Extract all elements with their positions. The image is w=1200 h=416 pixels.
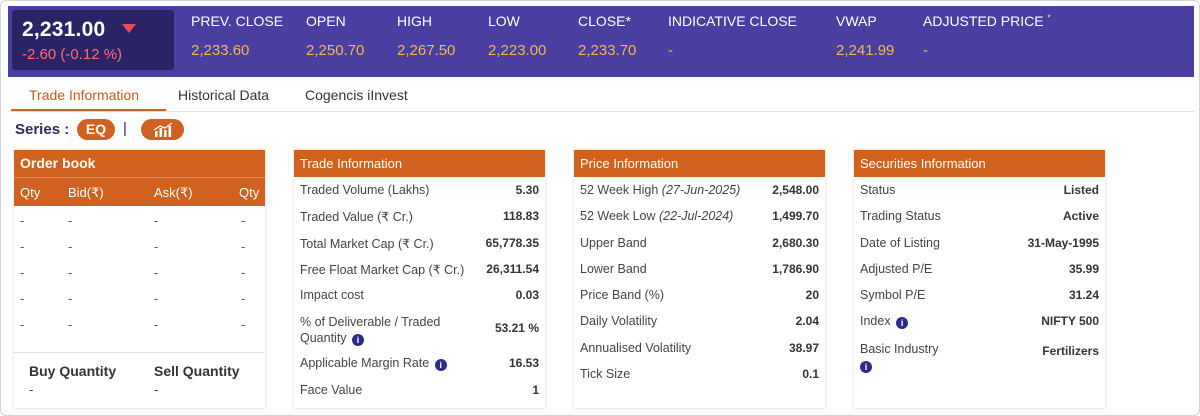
52-week-low-row: 52 Week Low (22-Jul-2024) 1,499.70	[580, 209, 819, 224]
price-band-row: Price Band (%) 20	[580, 288, 819, 303]
info-icon[interactable]: i	[352, 334, 365, 347]
upper-band-row: Upper Band 2,680.30	[580, 235, 819, 250]
order-book-row: ----	[20, 317, 246, 332]
stat-low: LOW 2,223.00	[488, 13, 547, 59]
stat-prev-close: PREV. CLOSE 2,233.60	[191, 13, 284, 59]
deliverable-quantity-label: % of Deliverable / Traded Quantity	[300, 315, 441, 346]
caret-down-icon	[122, 24, 136, 33]
traded-volume-row: Traded Volume (Lakhs) 5.30	[300, 183, 539, 197]
daily-volatility-row: Daily Volatility 2.04	[580, 314, 819, 329]
52-week-high-row: 52 Week High (27-Jun-2025) 2,548.00	[580, 183, 819, 197]
order-book-row: ----	[20, 239, 246, 254]
tab-historical-data[interactable]: Historical Data	[178, 87, 270, 103]
tick-size-row: Tick Size 0.1	[580, 367, 819, 382]
52-week-high-date: (27-Jun-2025)	[661, 183, 741, 197]
buy-quantity-label: Buy Quantity	[29, 363, 117, 379]
info-icon[interactable]: i	[896, 317, 909, 330]
stat-close: CLOSE* 2,233.70	[578, 13, 637, 59]
chart-button[interactable]	[141, 119, 184, 140]
basic-industry-row: Basic Industry i Fertilizers	[860, 341, 1099, 373]
price-information-card: Price Information 52 Week High (27-Jun-2…	[574, 150, 825, 408]
order-book-card: Order book Qty Bid(₹) Ask(₹) Qty ---- --…	[14, 150, 265, 408]
securities-information-card: Securities Information Status Listed Trad…	[854, 150, 1105, 408]
deliverable-quantity-row: % of Deliverable / Traded Quantity i 53.…	[300, 315, 539, 347]
tab-trade-information[interactable]: Trade Information	[29, 87, 139, 103]
order-book-title: Order book	[14, 150, 265, 177]
stat-indicative-close: INDICATIVE CLOSE -	[668, 13, 797, 59]
order-book-row: ----	[20, 213, 246, 228]
series-eq-button[interactable]: EQ	[77, 119, 115, 140]
col-ask-price: Ask(₹)	[154, 185, 193, 200]
lower-band-row: Lower Band 1,786.90	[580, 261, 819, 276]
trading-status-row: Trading Status Active	[860, 209, 1099, 224]
securities-information-title: Securities Information	[854, 150, 1105, 177]
annualised-volatility-row: Annualised Volatility 38.97	[580, 340, 819, 355]
active-tab-indicator	[11, 109, 166, 111]
trade-information-card: Trade Information Traded Volume (Lakhs) 5…	[294, 150, 545, 408]
face-value-row: Face Value 1	[300, 382, 539, 397]
status-row: Status Listed	[860, 183, 1099, 197]
order-book-row: ----	[20, 291, 246, 306]
sell-quantity-value: -	[154, 382, 159, 397]
tabs-divider	[8, 111, 1194, 112]
margin-rate-label: Applicable Margin Rate	[300, 356, 430, 371]
tab-cogencis-iinvest[interactable]: Cogencis iInvest	[305, 87, 408, 103]
traded-value-row: Traded Value (₹ Cr.) 118.83	[300, 209, 539, 225]
applicable-margin-rate-row: Applicable Margin Rate i 16.53	[300, 356, 539, 372]
info-icon[interactable]: i	[434, 359, 447, 372]
stat-adjusted-price: ADJUSTED PRICE * -	[923, 13, 1051, 59]
order-book-row: ----	[20, 265, 246, 280]
bar-chart-icon	[153, 122, 172, 137]
series-separator: |	[123, 120, 127, 137]
last-price-box: 2,231.00 -2.60 (-0.12 %)	[12, 10, 174, 70]
stat-open: OPEN 2,250.70	[306, 13, 365, 59]
index-label: Index	[860, 314, 891, 329]
price-information-title: Price Information	[574, 150, 825, 177]
buy-quantity-value: -	[29, 382, 34, 397]
stat-high: HIGH 2,267.50	[397, 13, 456, 59]
index-row: Index i NIFTY 500	[860, 314, 1099, 330]
sell-quantity-label: Sell Quantity	[154, 363, 240, 379]
stat-adjusted-price-label: ADJUSTED PRICE	[923, 13, 1044, 29]
order-book-columns: Qty Bid(₹) Ask(₹) Qty	[14, 177, 265, 206]
symbol-pe-row: Symbol P/E 31.24	[860, 288, 1099, 303]
date-of-listing-row: Date of Listing 31-May-1995	[860, 235, 1099, 250]
basic-industry-label: Basic Industry	[860, 341, 939, 356]
total-market-cap-row: Total Market Cap (₹ Cr.) 65,778.35	[300, 235, 539, 251]
order-book-divider	[14, 352, 264, 353]
impact-cost-row: Impact cost 0.03	[300, 288, 539, 303]
stat-vwap: VWAP 2,241.99	[836, 13, 895, 59]
52-week-low-date: (22-Jul-2024)	[659, 209, 734, 224]
col-ask-qty: Qty	[239, 185, 260, 200]
col-bid-price: Bid(₹)	[68, 185, 104, 200]
adjusted-pe-row: Adjusted P/E 35.99	[860, 261, 1099, 276]
series-label: Series :	[15, 121, 70, 138]
footnote-marker: *	[1047, 13, 1051, 23]
last-traded-price: 2,231.00	[22, 18, 106, 41]
free-float-market-cap-row: Free Float Market Cap (₹ Cr.) 26,311.54	[300, 261, 539, 277]
trade-information-title: Trade Information	[294, 150, 545, 177]
quote-header: 2,231.00 -2.60 (-0.12 %) PREV. CLOSE 2,2…	[8, 6, 1194, 77]
info-icon[interactable]: i	[860, 360, 872, 373]
price-change: -2.60 (-0.12 %)	[22, 46, 123, 63]
col-bid-qty: Qty	[20, 185, 41, 200]
